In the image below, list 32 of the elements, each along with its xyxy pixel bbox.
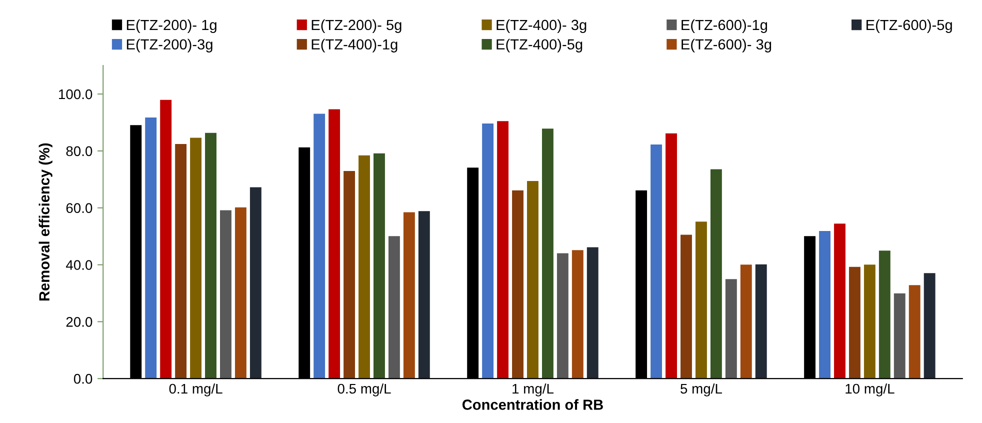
bar [740, 264, 753, 379]
y-tick-label: 100.0 [59, 89, 92, 100]
y-tick-label: 60.0 [66, 203, 92, 214]
x-tick-label: 0.5 mg/L [338, 383, 391, 396]
y-tick-label: 0.0 [74, 374, 92, 384]
legend-label: E(TZ-400)- 3g [496, 19, 586, 34]
legend-label: E(TZ-600)-5g [866, 19, 952, 34]
y-tick-label: 80.0 [66, 146, 92, 156]
legend-label: E(TZ-200)-3g [126, 38, 212, 52]
y-tick-label: 20.0 [66, 317, 92, 327]
legend-label: E(TZ-400)-1g [312, 38, 398, 52]
y-axis-title: Removal efficiency (%) [38, 143, 52, 301]
x-tick-label: 10 mg/L [846, 383, 894, 396]
bar [908, 284, 922, 379]
bar [923, 272, 936, 379]
legend-label: E(TZ-200)- 5g [312, 19, 402, 34]
bar [724, 278, 738, 379]
legend-label: E(TZ-600)- 3g [682, 38, 772, 52]
y-tick-label: 40.0 [66, 260, 92, 270]
bar [754, 263, 768, 379]
x-tick-label: 5 mg/L [680, 383, 722, 396]
x-tick-label: 1 mg/L [512, 383, 554, 396]
bar [418, 210, 431, 379]
bar [586, 246, 600, 379]
x-tick-label: 0.1 mg/L [169, 383, 222, 396]
legend-label: E(TZ-600)-1g [682, 19, 768, 34]
bar [893, 292, 906, 379]
legend-label: E(TZ-200)- 1g [126, 19, 216, 34]
bar [571, 249, 584, 379]
legend-label: E(TZ-400)-5g [496, 38, 582, 52]
bar [144, 116, 158, 379]
x-axis-title: Concentration of RB [462, 399, 603, 410]
